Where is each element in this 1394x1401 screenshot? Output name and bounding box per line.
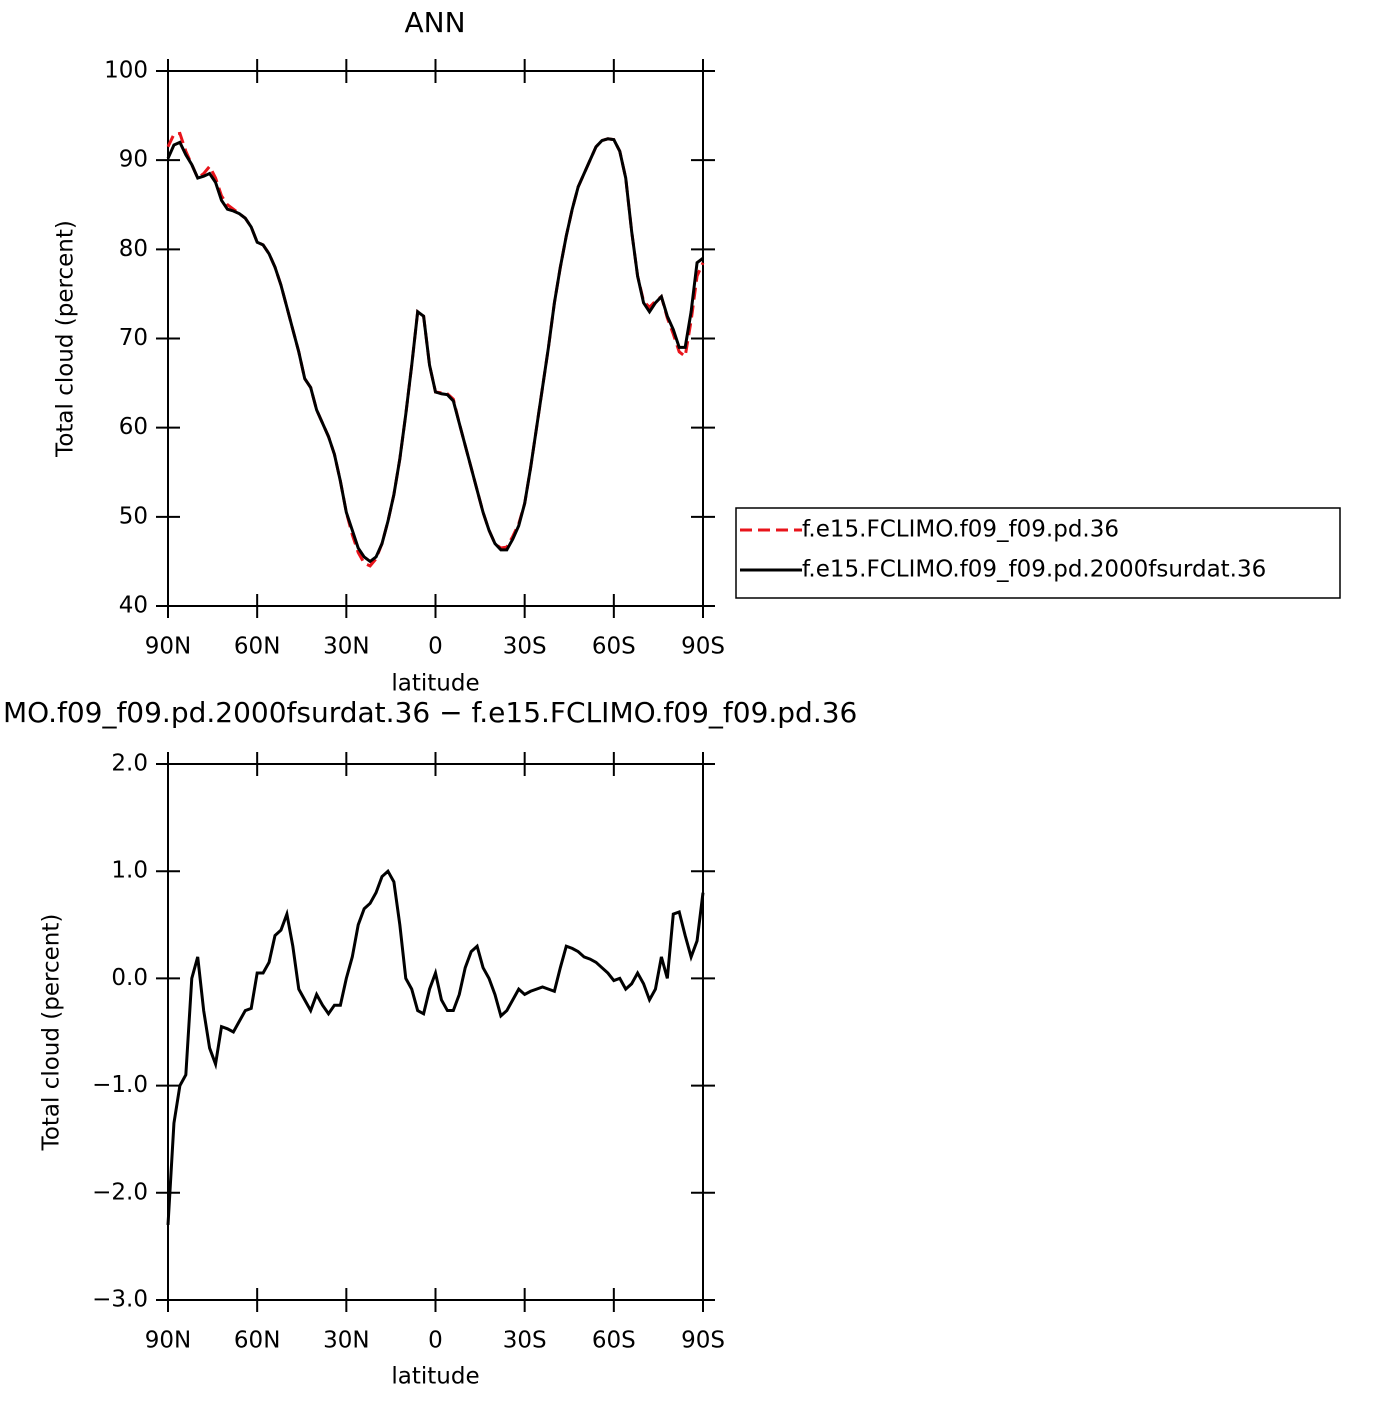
x-axis-label: latitude: [391, 671, 479, 697]
x-tick-label: 0: [428, 1328, 443, 1354]
y-tick-label: −3.0: [92, 1287, 148, 1313]
y-tick-label: 70: [119, 325, 148, 351]
x-tick-label: 90S: [681, 634, 725, 660]
x-tick-label: 60S: [592, 634, 636, 660]
x-tick-label: 90S: [681, 1328, 725, 1354]
x-tick-label: 60N: [234, 634, 280, 660]
y-tick-label: −1.0: [92, 1072, 148, 1098]
y-tick-label: 50: [119, 503, 148, 529]
x-tick-label: 60S: [592, 1328, 636, 1354]
chart-title: ANN: [404, 6, 465, 39]
legend-box: [735, 507, 1341, 599]
x-tick-label: 30N: [323, 634, 369, 660]
y-tick-label: −2.0: [92, 1179, 148, 1205]
legend-label: f.e15.FCLIMO.f09_f09.pd.36: [802, 517, 1119, 543]
x-tick-label: 30S: [503, 1328, 547, 1354]
x-tick-label: 30S: [503, 634, 547, 660]
x-tick-label: 90N: [145, 1328, 191, 1354]
plot-frame: [167, 70, 704, 607]
y-tick-label: 100: [104, 58, 148, 84]
x-tick-label: 90N: [145, 634, 191, 660]
y-tick-label: 80: [119, 236, 148, 262]
legend-label: f.e15.FCLIMO.f09_f09.pd.2000fsurdat.36: [802, 557, 1266, 583]
y-tick-label: 40: [119, 593, 148, 619]
x-tick-label: 0: [428, 634, 443, 660]
y-tick-label: 90: [119, 147, 148, 173]
chart-title: MO.f09_f09.pd.2000fsurdat.36 − f.e15.FCL…: [3, 696, 857, 729]
plot-frame: [167, 763, 704, 1301]
data-line: [166, 137, 704, 564]
x-tick-label: 60N: [234, 1328, 280, 1354]
x-tick-label: 30N: [323, 1328, 369, 1354]
y-tick-label: 60: [119, 414, 148, 440]
y-axis-label: Total cloud (percent): [53, 220, 79, 458]
y-tick-label: 2.0: [111, 751, 148, 777]
data-line: [166, 131, 705, 568]
y-axis-label: Total cloud (percent): [39, 914, 65, 1152]
y-tick-label: 0.0: [111, 965, 148, 991]
y-tick-label: 1.0: [111, 858, 148, 884]
data-line: [166, 868, 705, 1226]
x-axis-label: latitude: [391, 1364, 479, 1390]
